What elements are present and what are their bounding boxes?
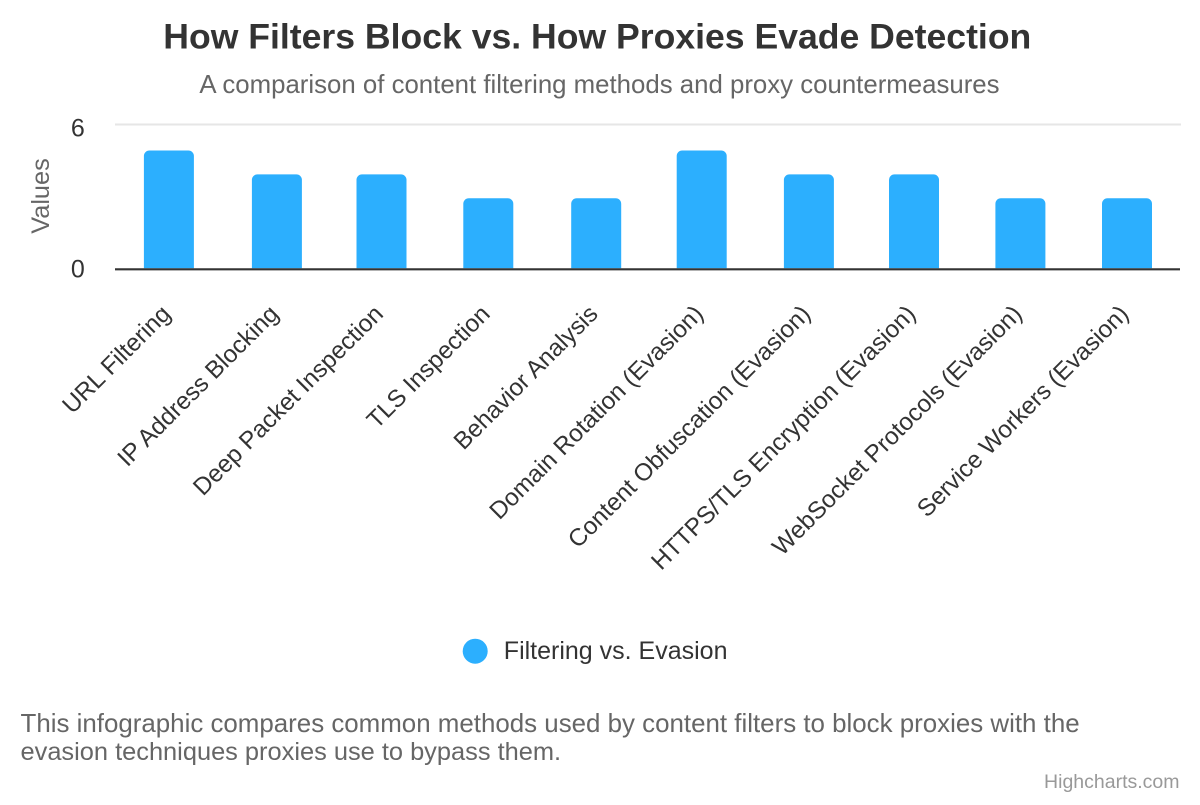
svg-text:Highcharts.com: Highcharts.com	[1044, 771, 1179, 793]
svg-text:Values: Values	[27, 158, 55, 233]
svg-text:Filtering vs. Evasion: Filtering vs. Evasion	[504, 637, 728, 665]
svg-text:6: 6	[71, 114, 85, 142]
svg-text:0: 0	[71, 256, 85, 284]
svg-text:evasion techniques proxies use: evasion techniques proxies use to bypass…	[21, 738, 562, 766]
svg-text:A comparison of content filter: A comparison of content filtering method…	[199, 71, 999, 99]
svg-text:How Filters Block vs. How Prox: How Filters Block vs. How Proxies Evade …	[163, 16, 1031, 56]
svg-text:This infographic compares comm: This infographic compares common methods…	[21, 710, 1080, 738]
